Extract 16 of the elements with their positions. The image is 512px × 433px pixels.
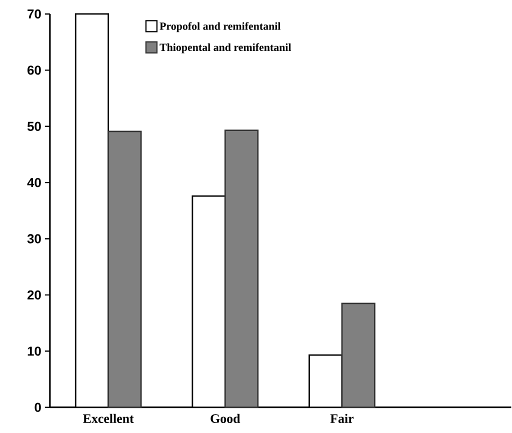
legend-label: Propofol and remifentanil (160, 22, 281, 32)
y-tick-label: 20 (27, 290, 41, 300)
y-tick-label: 30 (27, 234, 41, 244)
y-tick-label: 50 (27, 122, 41, 131)
y-tick-label: 70 (28, 9, 41, 18)
y-tick-label: 40 (27, 178, 41, 187)
y-tick-label: 10 (28, 346, 41, 356)
x-tick-label: Good (210, 414, 240, 423)
bar (224, 129, 259, 408)
bar (341, 302, 376, 408)
y-tick-label: 0 (34, 402, 41, 412)
legend-label: Thiopental and remifentanil (160, 43, 292, 54)
bar (108, 130, 142, 408)
y-tick-label: 60 (28, 65, 41, 75)
x-tick-label: Fair (330, 414, 354, 423)
x-tick-label: Excellent (83, 414, 134, 423)
